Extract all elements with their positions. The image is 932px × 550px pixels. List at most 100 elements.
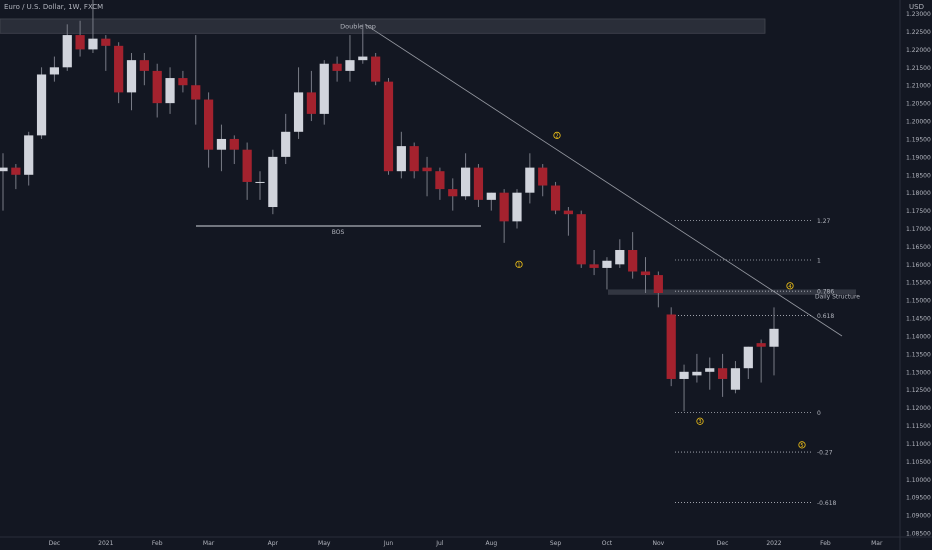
candle-body [62, 35, 72, 68]
wave-label: 5 [800, 443, 803, 449]
candle-body [139, 60, 149, 71]
candle-body [679, 371, 689, 379]
candle-body [628, 250, 638, 272]
time-tick-label: 2021 [98, 540, 113, 547]
candle-body [538, 167, 548, 186]
price-tick-label: 1.20500 [906, 101, 931, 108]
price-tick-label: 1.15500 [906, 280, 931, 287]
double-top-label: Double top [340, 23, 376, 31]
candle-body [666, 314, 676, 379]
candle-body [692, 371, 702, 376]
wave-label: 3 [698, 419, 701, 425]
price-tick-label: 1.09500 [906, 495, 931, 502]
time-tick-label: Aug [485, 540, 497, 547]
fib-label: -0.618 [817, 500, 837, 507]
price-tick-label: 1.13500 [906, 351, 931, 358]
candle-body [11, 167, 21, 175]
candle-body [718, 368, 728, 379]
candle-body [306, 92, 316, 114]
candle-body [396, 146, 406, 172]
candle-body [756, 343, 766, 347]
candle-body [204, 99, 214, 150]
candle-body [486, 192, 496, 200]
price-tick-label: 1.10500 [906, 459, 931, 466]
candle-body [602, 260, 612, 268]
candle-body [461, 167, 471, 197]
time-tick-label: Jul [435, 540, 444, 547]
time-tick-label: Dec [717, 540, 729, 547]
candle-body [229, 138, 239, 150]
candle-body [743, 346, 753, 369]
daily-structure-label: Daily Structure [815, 293, 860, 300]
time-tick-label: 2022 [766, 540, 781, 547]
candle-body [332, 63, 342, 71]
time-tick-label: Apr [268, 540, 279, 547]
currency-label: USD [909, 3, 924, 11]
candle-body [36, 74, 47, 136]
time-tick-label: Dec [49, 540, 61, 547]
candle-body [383, 81, 394, 172]
candle-body [178, 78, 188, 86]
price-tick-label: 1.16000 [906, 262, 931, 269]
candle-body [319, 63, 329, 114]
candle-body [705, 368, 715, 372]
candle-body [640, 271, 651, 276]
candle-body [88, 38, 98, 50]
candle-body [550, 185, 561, 211]
price-tick-label: 1.15000 [906, 298, 931, 305]
fib-label: 0 [817, 410, 821, 417]
time-tick-label: Oct [602, 540, 613, 547]
price-tick-label: 1.11000 [906, 441, 931, 448]
time-tick-label: Sep [550, 540, 562, 547]
candle-body [435, 171, 445, 190]
candle-body [293, 92, 304, 132]
price-tick-label: 1.18500 [906, 172, 931, 179]
candle-body [49, 67, 59, 75]
candle-body [152, 70, 162, 104]
candle-body [589, 264, 599, 268]
chart-title: Euro / U.S. Dollar, 1W, FXCM [4, 3, 104, 11]
candle-body [769, 328, 779, 347]
price-tick-label: 1.14000 [906, 333, 931, 340]
price-tick-label: 1.13000 [906, 369, 931, 376]
price-tick-label: 1.17500 [906, 208, 931, 215]
price-tick-label: 1.23000 [906, 11, 931, 18]
candle-body [268, 156, 278, 208]
fib-label: 1.27 [817, 218, 831, 225]
price-tick-label: 1.22500 [906, 29, 931, 36]
candle-body [358, 56, 368, 61]
candle-body [114, 45, 124, 93]
wave-marker [696, 417, 704, 425]
daily-structure-zone [608, 289, 856, 295]
price-tick-label: 1.11500 [906, 423, 931, 430]
price-tick-label: 1.19500 [906, 136, 931, 143]
price-tick-label: 1.20000 [906, 119, 931, 126]
price-tick-label: 1.21500 [906, 65, 931, 72]
candle-body [473, 167, 484, 200]
candle-body [653, 275, 663, 293]
price-tick-label: 1.12500 [906, 387, 931, 394]
wave-marker [553, 131, 561, 139]
price-tick-label: 1.12000 [906, 405, 931, 412]
fib-label: 0.618 [817, 313, 834, 320]
candle-body [216, 138, 227, 150]
time-tick-label: Nov [652, 540, 664, 547]
time-tick-label: May [318, 540, 331, 547]
candle-body [0, 167, 8, 172]
wave-marker [786, 282, 794, 290]
fib-label: 0.786 [817, 289, 834, 296]
candle-body [615, 250, 625, 265]
candle-body [281, 131, 291, 157]
time-tick-label: Mar [871, 540, 883, 547]
wave-label: 1 [517, 262, 520, 268]
price-tick-label: 1.22000 [906, 47, 931, 54]
bos-label: BOS [332, 229, 345, 236]
double-top-zone [0, 18, 766, 34]
fib-label: -0.27 [817, 450, 833, 457]
candle-body [242, 149, 252, 182]
candle-body [499, 192, 509, 222]
candle-body [422, 167, 432, 172]
candle-body [512, 192, 522, 222]
